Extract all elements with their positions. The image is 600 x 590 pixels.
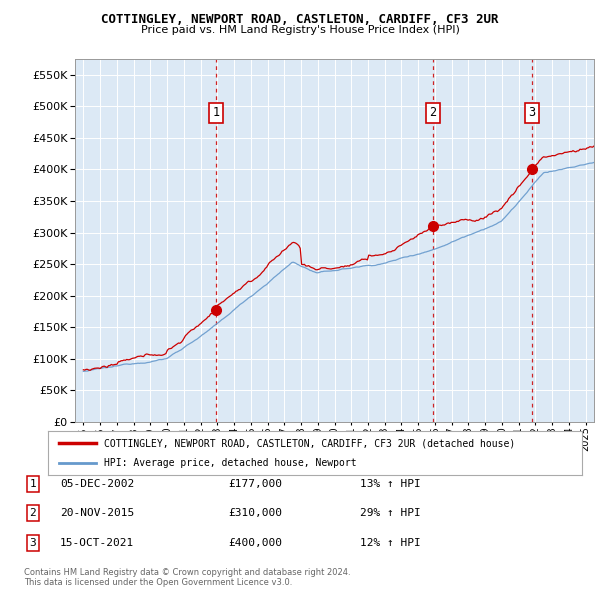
Text: 05-DEC-2002: 05-DEC-2002 (60, 479, 134, 489)
Text: Price paid vs. HM Land Registry's House Price Index (HPI): Price paid vs. HM Land Registry's House … (140, 25, 460, 35)
Text: 1: 1 (29, 479, 37, 489)
Text: 13% ↑ HPI: 13% ↑ HPI (360, 479, 421, 489)
Text: COTTINGLEY, NEWPORT ROAD, CASTLETON, CARDIFF, CF3 2UR (detached house): COTTINGLEY, NEWPORT ROAD, CASTLETON, CAR… (104, 438, 515, 448)
Text: COTTINGLEY, NEWPORT ROAD, CASTLETON, CARDIFF, CF3 2UR: COTTINGLEY, NEWPORT ROAD, CASTLETON, CAR… (101, 13, 499, 26)
Text: £310,000: £310,000 (228, 509, 282, 518)
Text: HPI: Average price, detached house, Newport: HPI: Average price, detached house, Newp… (104, 458, 356, 468)
Text: 20-NOV-2015: 20-NOV-2015 (60, 509, 134, 518)
Text: 3: 3 (529, 106, 535, 119)
Text: £400,000: £400,000 (228, 538, 282, 548)
Text: 15-OCT-2021: 15-OCT-2021 (60, 538, 134, 548)
Text: 1: 1 (212, 106, 220, 119)
Text: 29% ↑ HPI: 29% ↑ HPI (360, 509, 421, 518)
Text: 2: 2 (430, 106, 437, 119)
Text: 2: 2 (29, 509, 37, 518)
Text: £177,000: £177,000 (228, 479, 282, 489)
Text: 3: 3 (29, 538, 37, 548)
Text: 12% ↑ HPI: 12% ↑ HPI (360, 538, 421, 548)
Text: Contains HM Land Registry data © Crown copyright and database right 2024.
This d: Contains HM Land Registry data © Crown c… (24, 568, 350, 587)
